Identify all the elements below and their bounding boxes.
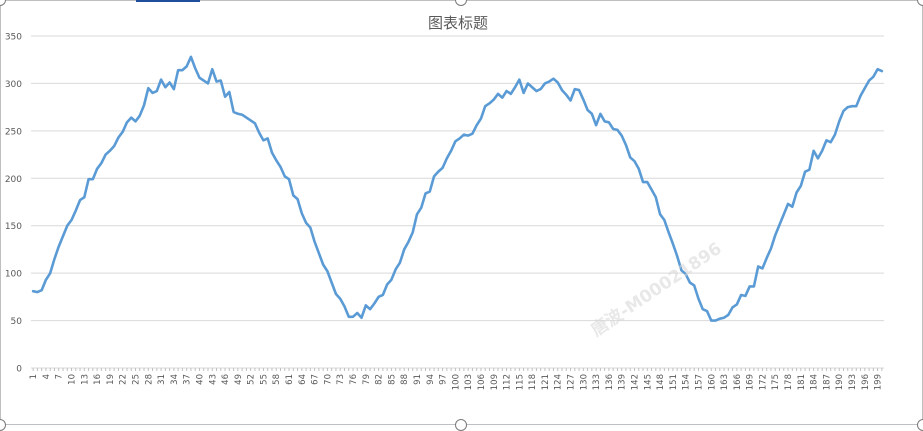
resize-handle-top-right[interactable] (917, 0, 923, 6)
x-tick-label: 160 (707, 374, 717, 390)
x-tick-label: 151 (669, 374, 679, 390)
x-tick-label: 106 (477, 374, 487, 390)
x-tick-label: 112 (503, 374, 513, 390)
x-tick-label: 115 (515, 374, 525, 390)
resize-handle-bottom[interactable] (455, 419, 467, 431)
x-tick-label: 163 (720, 374, 730, 390)
x-tick-label: 103 (464, 374, 474, 390)
x-tick-label: 127 (567, 374, 577, 390)
x-tick-label: 43 (208, 374, 218, 385)
x-tick-label: 61 (285, 374, 295, 385)
x-tick-label: 22 (119, 374, 129, 385)
x-tick-label: 28 (144, 374, 154, 385)
y-tick-label: 0 (16, 365, 22, 375)
x-tick-label: 154 (682, 374, 692, 390)
x-tick-label: 1 (29, 374, 39, 379)
x-tick-label: 145 (643, 374, 653, 390)
x-tick-label: 121 (541, 374, 551, 390)
x-tick-label: 46 (221, 374, 231, 385)
x-axis-ticks: 1 4 7 10 13 16 19 22 25 28 31 34 37 40 43 46 49 52 55 58 61 6… (29, 368, 884, 390)
x-tick-label: 49 (234, 374, 244, 385)
x-tick-label: 52 (247, 374, 257, 385)
y-tick-label: 250 (5, 127, 22, 137)
series-group (31, 55, 884, 322)
x-tick-label: 148 (656, 374, 666, 390)
x-tick-label: 196 (861, 374, 871, 390)
y-tick-label: 150 (5, 222, 22, 232)
y-tick-label: 50 (11, 317, 23, 327)
x-tick-label: 118 (528, 374, 538, 390)
x-tick-label: 91 (413, 374, 423, 385)
x-tick-label: 79 (362, 374, 372, 385)
x-tick-label: 133 (592, 374, 602, 390)
x-tick-label: 19 (106, 374, 116, 385)
x-tick-label: 7 (55, 374, 65, 379)
x-tick-label: 124 (554, 374, 564, 390)
x-tick-label: 70 (323, 374, 333, 385)
y-tick-label: 350 (5, 33, 22, 43)
y-tick-label: 200 (5, 175, 22, 185)
x-tick-label: 193 (848, 374, 858, 390)
series-line (31, 55, 884, 322)
x-tick-label: 100 (451, 374, 461, 390)
selected-tab-indicator (136, 0, 200, 4)
gridlines (31, 35, 884, 369)
x-tick-label: 16 (93, 374, 103, 385)
y-tick-label: 100 (5, 270, 22, 280)
x-tick-label: 169 (746, 374, 756, 390)
x-tick-label: 88 (400, 374, 410, 385)
x-tick-label: 64 (298, 374, 308, 385)
x-tick-label: 94 (426, 374, 436, 385)
x-tick-label: 166 (733, 374, 743, 390)
x-tick-label: 4 (42, 374, 52, 379)
chart-title: 图表标题 (428, 14, 488, 32)
x-tick-label: 178 (784, 374, 794, 390)
y-axis-ticks: 0 50 100 150 200 250 300 350 (5, 33, 22, 375)
x-tick-label: 55 (259, 374, 269, 385)
x-tick-label: 82 (375, 374, 385, 385)
x-tick-label: 10 (68, 374, 78, 385)
x-tick-label: 25 (131, 374, 141, 385)
x-tick-label: 67 (311, 374, 321, 385)
x-tick-label: 139 (618, 374, 628, 390)
x-tick-label: 157 (694, 374, 704, 390)
x-tick-label: 184 (810, 374, 820, 390)
x-tick-label: 136 (605, 374, 615, 390)
x-tick-label: 13 (80, 374, 90, 385)
x-tick-label: 97 (439, 374, 449, 385)
x-tick-label: 172 (758, 374, 768, 390)
x-tick-label: 73 (336, 374, 346, 385)
x-tick-label: 190 (835, 374, 845, 390)
x-tick-label: 85 (387, 374, 397, 385)
x-tick-label: 199 (874, 374, 884, 390)
x-tick-label: 187 (822, 374, 832, 390)
x-tick-label: 40 (195, 374, 205, 385)
x-tick-label: 31 (157, 374, 167, 385)
x-tick-label: 34 (170, 374, 180, 385)
x-tick-label: 181 (797, 374, 807, 390)
x-tick-label: 130 (579, 374, 589, 390)
resize-handle-bottom-right[interactable] (917, 419, 923, 431)
x-tick-label: 142 (630, 374, 640, 390)
x-tick-label: 76 (349, 374, 359, 385)
x-tick-label: 58 (272, 374, 282, 385)
x-tick-label: 175 (771, 374, 781, 390)
x-tick-label: 109 (490, 374, 500, 390)
x-tick-label: 37 (183, 374, 193, 385)
y-tick-label: 300 (5, 80, 22, 90)
